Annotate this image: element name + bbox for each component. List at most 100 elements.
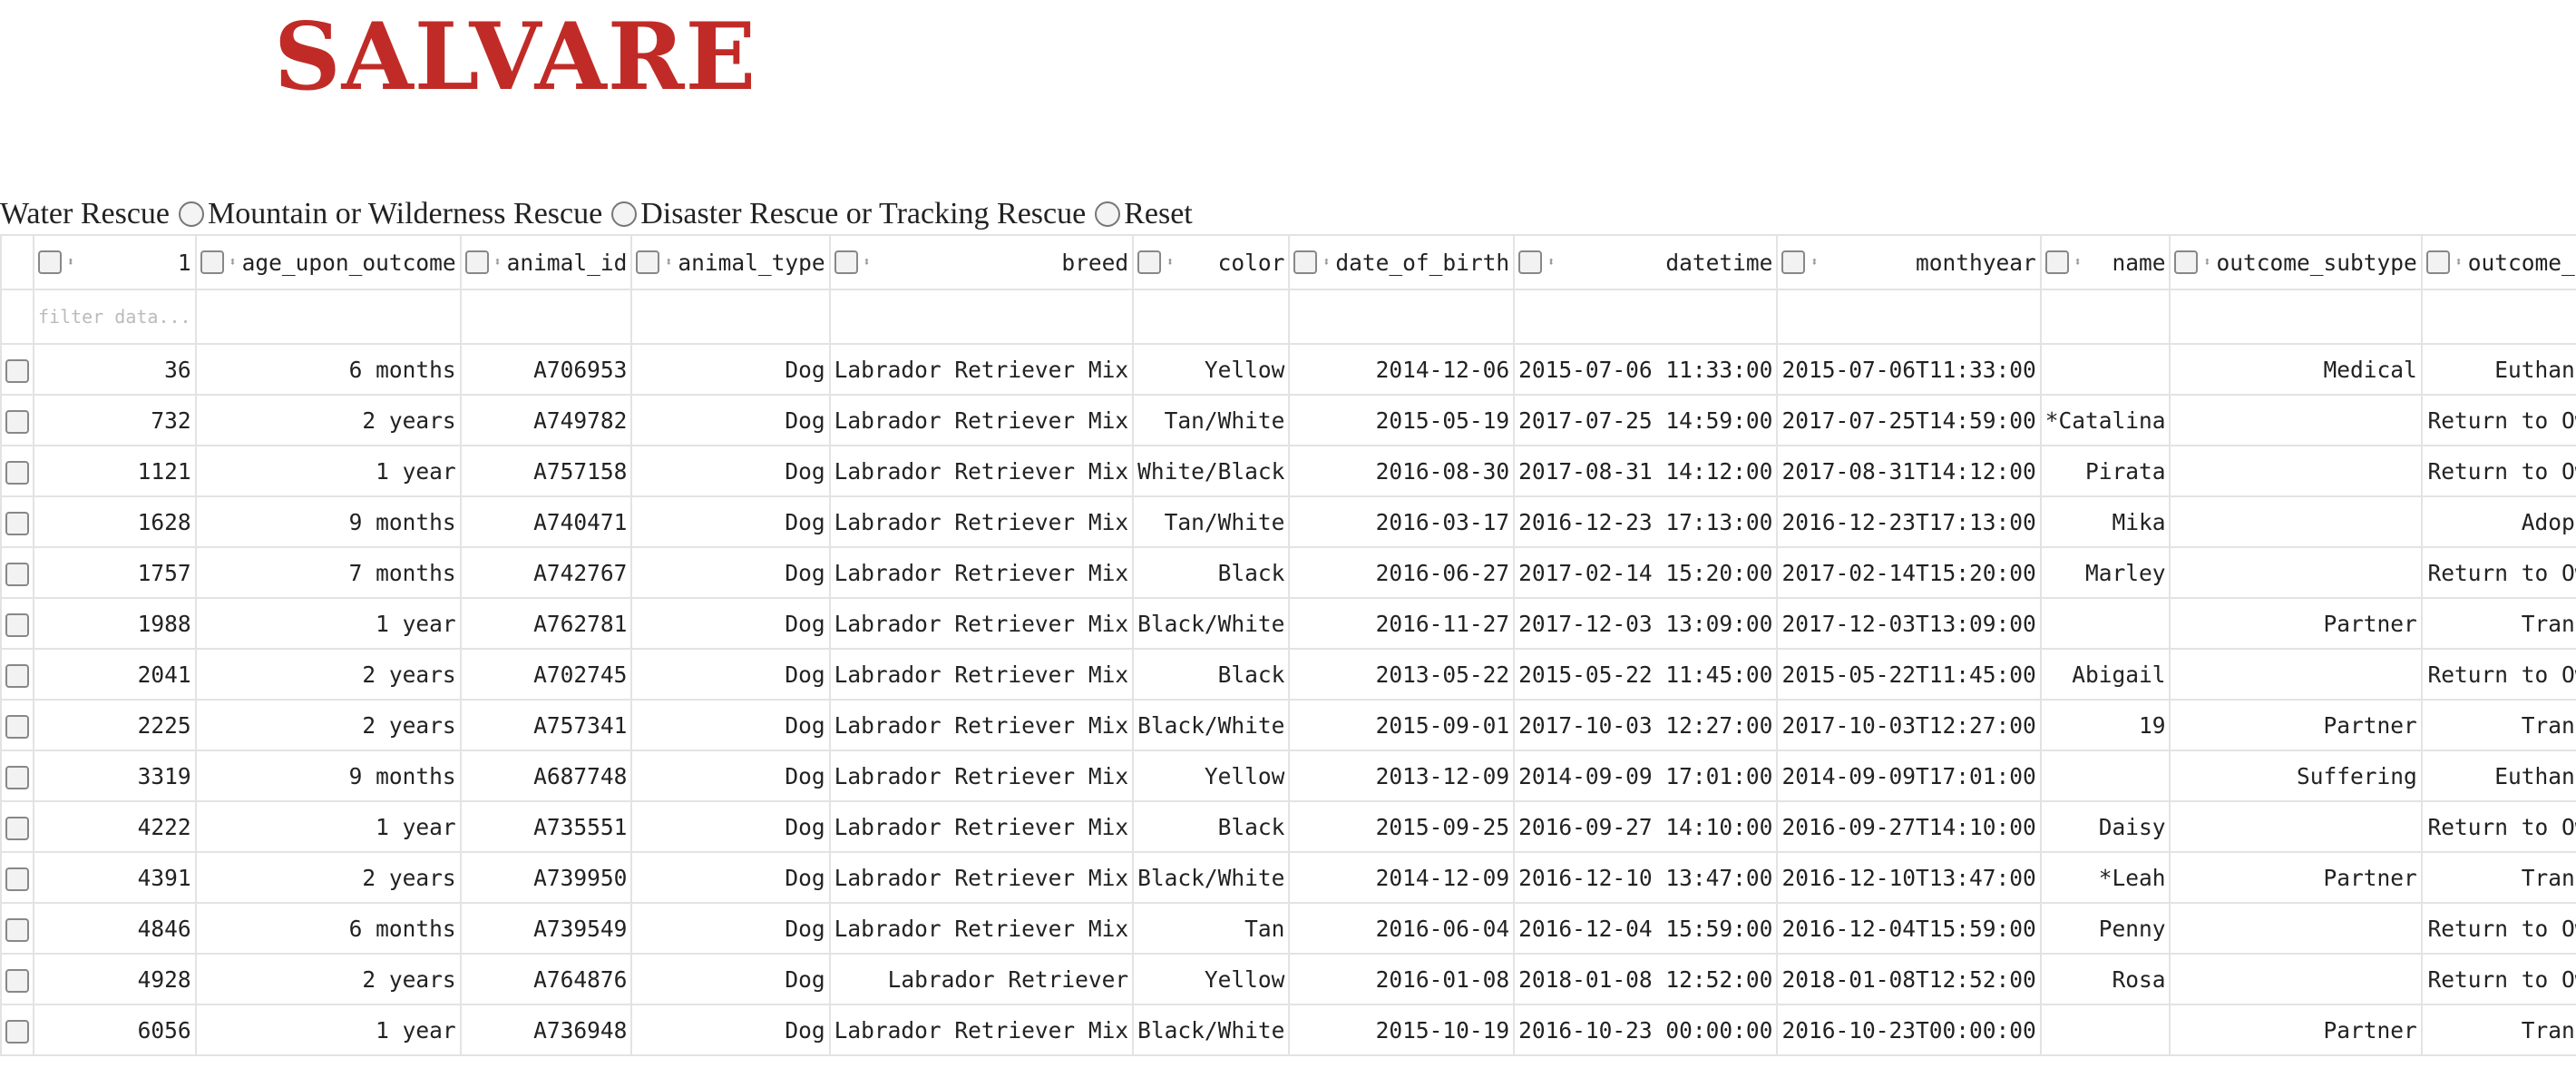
cell-breed: Labrador Retriever Mix: [828, 394, 1135, 446]
column-select-checkbox[interactable]: [2044, 250, 2069, 274]
row-select-checkbox[interactable]: [5, 409, 29, 434]
cell-name: Marley: [2039, 546, 2171, 599]
filter-input-color[interactable]: [1132, 289, 1291, 345]
rescue-option-reset[interactable]: Reset: [1086, 192, 1193, 236]
filter-input-date-of-birth[interactable]: [1288, 289, 1516, 345]
row-select-checkbox[interactable]: [5, 562, 29, 586]
row-select-checkbox[interactable]: [5, 765, 29, 789]
column-header-animal-type[interactable]: ⬍ animal_type: [630, 234, 831, 290]
filter-input-1[interactable]: filter data...: [33, 289, 197, 345]
row-select-checkbox[interactable]: [5, 917, 29, 942]
rescue-option-water-rescue[interactable]: Water Rescue: [0, 192, 170, 236]
cell-name: Abigail: [2039, 648, 2171, 701]
row-select-header: [0, 234, 34, 290]
sort-arrows-icon[interactable]: ⬍: [1322, 255, 1331, 270]
row-select-checkbox[interactable]: [5, 612, 29, 637]
cell-animal-id: A739950: [459, 851, 633, 904]
column-select-checkbox[interactable]: [1137, 250, 1162, 274]
cell-datetime: 2017-10-03 12:27:00: [1513, 699, 1779, 751]
sort-arrows-icon[interactable]: ⬍: [66, 255, 75, 270]
cell-monthyear: 2016-09-27T14:10:00: [1776, 800, 2042, 853]
filter-input-outcome-type[interactable]: [2420, 289, 2576, 345]
cell-outcome-type: Euthanasia: [2420, 343, 2576, 396]
rescue-option-disaster-rescue-or-tracking-rescue[interactable]: Disaster Rescue or Tracking Rescue: [602, 192, 1086, 236]
column-header-content: ⬍ datetime: [1518, 250, 1772, 276]
sort-arrows-icon[interactable]: ⬍: [1810, 255, 1819, 270]
filter-spacer: [0, 289, 34, 345]
radio-button[interactable]: [611, 201, 638, 227]
cell-color: Tan/White: [1132, 495, 1291, 548]
column-header-animal-id[interactable]: ⬍ animal_id: [459, 234, 633, 290]
rescue-option-mountain-or-wilderness-rescue[interactable]: Mountain or Wilderness Rescue: [170, 192, 602, 236]
column-select-checkbox[interactable]: [2174, 250, 2199, 274]
column-header-outcome-subtype[interactable]: ⬍ outcome_subtype: [2169, 234, 2423, 290]
filter-row: filter data...: [0, 289, 2576, 345]
row-select-checkbox[interactable]: [5, 663, 29, 688]
radio-button[interactable]: [179, 201, 204, 227]
column-select-checkbox[interactable]: [1518, 250, 1543, 274]
cell-color: Black/White: [1132, 851, 1291, 904]
sort-arrows-icon[interactable]: ⬍: [863, 255, 871, 270]
column-select-checkbox[interactable]: [1293, 250, 1318, 274]
sort-arrows-icon[interactable]: ⬍: [1547, 255, 1556, 270]
cell-animal-id: A706953: [459, 343, 633, 396]
column-header-outcome-type[interactable]: ⬍ outcome_type: [2420, 234, 2576, 290]
column-select-checkbox[interactable]: [38, 250, 62, 274]
column-header-monthyear[interactable]: ⬍ monthyear: [1776, 234, 2042, 290]
filter-input-monthyear[interactable]: [1776, 289, 2042, 345]
column-header-content: ⬍ outcome_subtype: [2174, 250, 2417, 276]
column-header-color[interactable]: ⬍ color: [1132, 234, 1291, 290]
row-select-checkbox[interactable]: [5, 714, 29, 739]
column-header-breed[interactable]: ⬍ breed: [828, 234, 1135, 290]
filter-input-animal-id[interactable]: [459, 289, 633, 345]
cell-datetime: 2016-12-23 17:13:00: [1513, 495, 1779, 548]
sort-arrows-icon[interactable]: ⬍: [2454, 255, 2463, 270]
sort-arrows-icon[interactable]: ⬍: [2073, 255, 2082, 270]
column-header-1[interactable]: ⬍ 1: [33, 234, 197, 290]
column-select-checkbox[interactable]: [636, 250, 660, 274]
column-header-date-of-birth[interactable]: ⬍ date_of_birth: [1288, 234, 1516, 290]
cell-monthyear: 2017-10-03T12:27:00: [1776, 699, 2042, 751]
row-select-checkbox[interactable]: [5, 816, 29, 840]
column-select-checkbox[interactable]: [2425, 250, 2450, 274]
radio-button[interactable]: [1095, 201, 1121, 227]
row-select-checkbox[interactable]: [5, 968, 29, 993]
cell-name: Daisy: [2039, 800, 2171, 853]
row-select-checkbox[interactable]: [5, 511, 29, 535]
cell-outcome-subtype: Partner: [2169, 851, 2423, 904]
cell-outcome-type: Transfer: [2420, 699, 2576, 751]
sort-arrows-icon[interactable]: ⬍: [2203, 255, 2211, 270]
filter-input-datetime[interactable]: [1513, 289, 1779, 345]
cell-1: 2225: [33, 699, 197, 751]
data-table: ⬍ 1 ⬍ age_upon_outcome ⬍ animal_id ⬍ animal_typ…: [0, 234, 2576, 1056]
sort-arrows-icon[interactable]: ⬍: [229, 255, 237, 270]
filter-input-name[interactable]: [2039, 289, 2171, 345]
row-select-cell: [0, 445, 34, 497]
column-header-datetime[interactable]: ⬍ datetime: [1513, 234, 1779, 290]
cell-animal-type: Dog: [630, 648, 831, 701]
column-select-checkbox[interactable]: [1781, 250, 1806, 274]
cell-breed: Labrador Retriever Mix: [828, 495, 1135, 548]
filter-input-age-upon-outcome[interactable]: [194, 289, 462, 345]
filter-input-animal-type[interactable]: [630, 289, 831, 345]
column-select-checkbox[interactable]: [200, 250, 224, 274]
sort-arrows-icon[interactable]: ⬍: [493, 255, 502, 270]
cell-breed: Labrador Retriever Mix: [828, 851, 1135, 904]
column-select-checkbox[interactable]: [464, 250, 489, 274]
sort-arrows-icon[interactable]: ⬍: [665, 255, 673, 270]
column-header-name[interactable]: ⬍ name: [2039, 234, 2171, 290]
cell-color: Yellow: [1132, 953, 1291, 1005]
cell-1: 4391: [33, 851, 197, 904]
row-select-checkbox[interactable]: [5, 1019, 29, 1044]
row-select-checkbox[interactable]: [5, 358, 29, 383]
column-header-age-upon-outcome[interactable]: ⬍ age_upon_outcome: [194, 234, 462, 290]
cell-name: [2039, 750, 2171, 802]
filter-input-breed[interactable]: [828, 289, 1135, 345]
filter-input-outcome-subtype[interactable]: [2169, 289, 2423, 345]
cell-age-upon-outcome: 1 year: [194, 800, 462, 853]
row-select-checkbox[interactable]: [5, 867, 29, 891]
row-select-checkbox[interactable]: [5, 460, 29, 485]
cell-1: 4222: [33, 800, 197, 853]
sort-arrows-icon[interactable]: ⬍: [1166, 255, 1175, 270]
column-select-checkbox[interactable]: [834, 250, 858, 274]
